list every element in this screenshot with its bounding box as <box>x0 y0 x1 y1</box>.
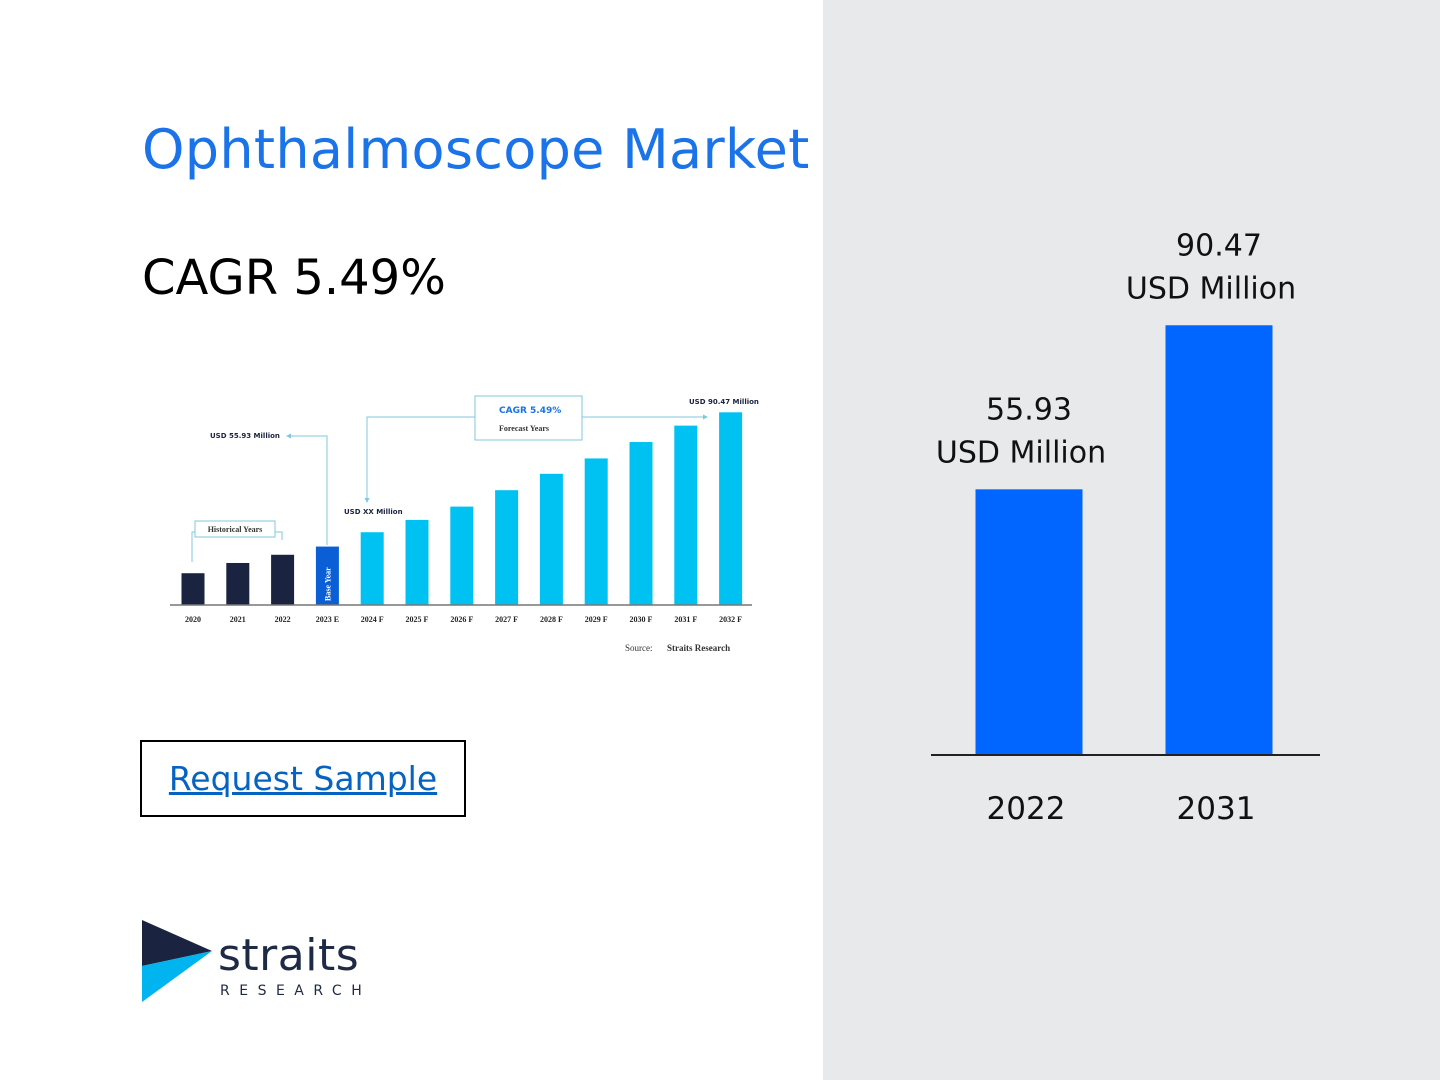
mini-bar-2024-f <box>360 532 384 605</box>
category-label-2031: 2031 <box>1177 791 1256 827</box>
mini-bar-2029-f <box>584 458 608 605</box>
mini-bar-2027-f <box>495 490 519 605</box>
forecast-pointer-head <box>364 498 370 503</box>
forecast-label: Forecast Years <box>499 424 549 433</box>
pointer-2032-head <box>703 414 708 420</box>
mini-tick-label: 2022 <box>275 615 291 624</box>
mini-bar-2020 <box>181 573 205 605</box>
mini-tick-label: 2024 F <box>361 615 384 624</box>
mini-tick-label: 2021 <box>230 615 246 624</box>
forecast-label-box <box>474 395 583 441</box>
mini-tick-label: 2028 F <box>540 615 563 624</box>
mini-tick-label: 2026 F <box>450 615 473 624</box>
mini-tick-labels: 2020 2021 2022 2023 E 2024 F 2025 F 2026 F 2027… <box>185 615 742 624</box>
bar-2022 <box>975 489 1083 755</box>
mini-tick-label: 2030 F <box>630 615 653 624</box>
mini-source-label: Source: <box>625 643 653 653</box>
unit-label-2022: USD Million <box>936 435 1106 470</box>
unit-label-2031: USD Million <box>1126 271 1296 306</box>
cagr-label: CAGR 5.49% <box>142 250 446 306</box>
bar-2031 <box>1165 325 1273 755</box>
logo-wordmark: straits <box>218 930 360 981</box>
mini-bar-2021 <box>226 562 250 605</box>
request-sample-link[interactable]: Request Sample <box>168 759 438 798</box>
mini-bar-2028-f <box>539 473 563 605</box>
mini-tick-label: 2027 F <box>495 615 518 624</box>
mini-bar-2031-f <box>674 425 698 605</box>
forecast-chart-thumbnail: Base Year 2020 2021 2022 2023 E 2024 F 2025 F… <box>170 395 759 653</box>
mini-tick-label: 2023 E <box>316 615 339 624</box>
big-labels: 55.93 USD Million 2022 90.47 USD Million 2031 <box>936 228 1296 827</box>
mini-cagr-label: CAGR 5.49% <box>499 406 561 416</box>
mini-tick-label: 2032 F <box>719 615 742 624</box>
market-size-chart: 55.93 USD Million 2022 90.47 USD Million 2031 <box>931 228 1320 827</box>
mini-tick-label: 2025 F <box>406 615 429 624</box>
mini-bars: Base Year <box>181 412 743 605</box>
forecast-pointer <box>366 416 475 500</box>
mini-bar-2030-f <box>629 442 653 605</box>
pointer-2022 <box>289 435 328 545</box>
historical-label: Historical Years <box>208 525 263 534</box>
pointer-2022-head <box>286 433 291 439</box>
mini-bar-2026-f <box>450 506 474 605</box>
straits-logo-icon <box>142 920 212 1002</box>
mini-label-2024: USD XX Million <box>344 508 403 516</box>
mini-tick-label: 2029 F <box>585 615 608 624</box>
mini-bar-2025-f <box>405 519 429 605</box>
request-sample-button[interactable]: Request Sample <box>140 740 466 817</box>
mini-label-2022: USD 55.93 Million <box>210 432 280 440</box>
value-label-2022: 55.93 <box>986 392 1072 427</box>
mini-tick-label: 2020 <box>185 615 201 624</box>
page-title: Ophthalmoscope Market <box>142 118 810 181</box>
mini-source-value: Straits Research <box>667 643 730 653</box>
mini-label-2032: USD 90.47 Million <box>689 398 759 406</box>
right-panel <box>823 0 1440 1080</box>
base-year-label: Base Year <box>323 567 332 601</box>
mini-bar-2022 <box>271 554 295 605</box>
value-label-2031: 90.47 <box>1176 228 1262 263</box>
logo-subtitle: RESEARCH <box>220 983 372 999</box>
mini-bar-2023-e <box>315 546 339 605</box>
big-bars <box>975 325 1273 755</box>
historical-label-box <box>194 520 276 538</box>
category-label-2022: 2022 <box>987 791 1066 827</box>
mini-tick-label: 2031 F <box>674 615 697 624</box>
mini-bar-2032-f <box>719 412 743 605</box>
